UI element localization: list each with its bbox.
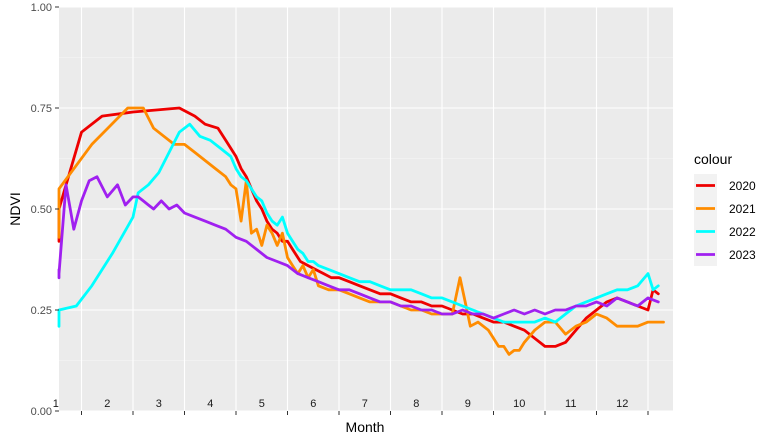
series-lines xyxy=(57,106,665,356)
month-label: 3 xyxy=(156,398,162,410)
month-label: 12 xyxy=(616,398,628,410)
month-label: 4 xyxy=(207,398,213,410)
series-line-2020 xyxy=(57,106,660,348)
major-gridlines xyxy=(59,6,673,412)
series-line-2023 xyxy=(57,175,660,320)
x-axis-title: Month xyxy=(346,419,385,435)
legend-title: colour xyxy=(694,151,732,167)
legend-label-2020: 2020 xyxy=(729,179,756,193)
y-tick-label: 0.75 xyxy=(31,103,52,115)
y-axis-title: NDVI xyxy=(7,192,23,225)
series-line-2021 xyxy=(57,106,665,356)
month-label: 6 xyxy=(310,398,316,410)
month-label: 11 xyxy=(565,398,576,410)
month-label: 8 xyxy=(413,398,419,410)
month-label: 5 xyxy=(259,398,265,410)
legend-label-2021: 2021 xyxy=(729,202,756,216)
legend: colour 2020 2021 2022 2023 xyxy=(694,151,756,266)
month-label: 2 xyxy=(104,398,110,410)
month-label: 7 xyxy=(362,398,368,410)
y-axis: 0.00 0.25 0.50 0.75 1.00 xyxy=(31,2,59,418)
y-tick-label: 0.00 xyxy=(31,406,52,418)
x-axis xyxy=(81,411,649,415)
minor-gridlines xyxy=(59,57,673,361)
month-label: 1 xyxy=(53,398,59,410)
series-line-2022 xyxy=(57,122,660,328)
month-label: 10 xyxy=(513,398,525,410)
legend-label-2023: 2023 xyxy=(729,248,756,262)
legend-label-2022: 2022 xyxy=(729,225,756,239)
y-tick-label: 0.50 xyxy=(31,204,52,216)
month-label: 9 xyxy=(465,398,471,410)
y-tick-label: 1.00 xyxy=(31,2,52,14)
month-labels: 1 2 3 4 5 6 7 8 9 10 11 12 xyxy=(53,398,629,410)
y-tick-label: 0.25 xyxy=(31,305,52,317)
